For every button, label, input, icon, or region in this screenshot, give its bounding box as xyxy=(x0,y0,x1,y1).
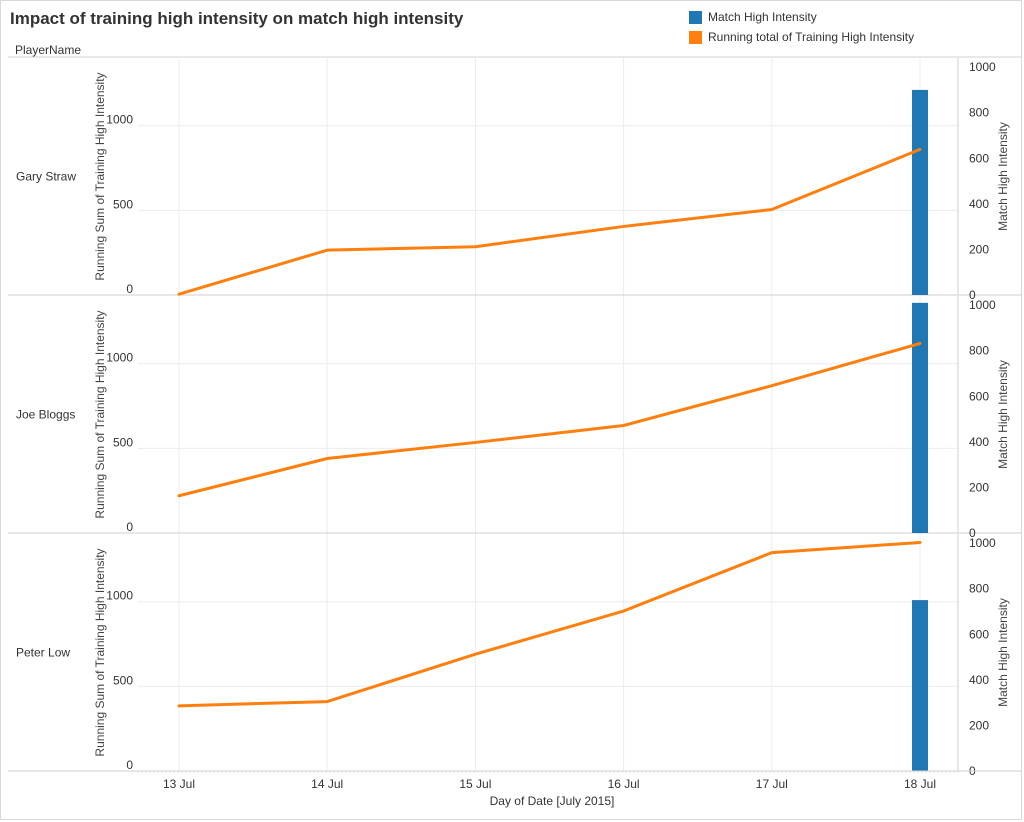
y-left-tick-label: 1000 xyxy=(106,589,133,603)
legend-item-match[interactable]: Match High Intensity xyxy=(689,10,914,24)
y-right-tick-label: 400 xyxy=(969,197,989,211)
y-right-tick-label: 800 xyxy=(969,582,989,596)
training-running-total-line xyxy=(177,540,922,708)
y-left-tick-label: 500 xyxy=(113,435,133,449)
y-right-tick-label: 0 xyxy=(969,526,976,540)
y-right-tick-label: 1000 xyxy=(969,60,996,74)
x-axis-title: Day of Date [July 2015] xyxy=(489,794,615,808)
row-header-playername: PlayerName xyxy=(15,43,82,57)
player-label: Peter Low xyxy=(16,646,70,660)
y-right-tick-label: 1000 xyxy=(969,298,996,312)
legend-swatch-match xyxy=(689,10,702,24)
y-right-tick-label: 800 xyxy=(969,106,989,120)
y-left-tick-label: 500 xyxy=(113,673,133,687)
y-right-tick-label: 200 xyxy=(969,718,989,732)
match-bar xyxy=(912,600,928,771)
y-right-tick-label: 400 xyxy=(969,673,989,687)
y-left-tick-label: 0 xyxy=(126,520,133,534)
y-right-axis-title: Match High Intensity xyxy=(996,360,1010,469)
y-left-axis-title: Running Sum of Training High Intensity xyxy=(93,548,107,756)
y-left-tick-label: 0 xyxy=(126,282,133,296)
y-right-tick-label: 800 xyxy=(969,344,989,358)
y-left-tick-label: 1000 xyxy=(106,351,133,365)
y-right-tick-label: 0 xyxy=(969,288,976,302)
legend[interactable]: Match High Intensity Running total of Tr… xyxy=(689,10,914,50)
x-tick-label: 15 Jul xyxy=(459,777,491,791)
y-right-tick-label: 200 xyxy=(969,242,989,256)
y-left-axis-title: Running Sum of Training High Intensity xyxy=(93,72,107,280)
y-right-tick-label: 600 xyxy=(969,151,989,165)
y-right-tick-label: 1000 xyxy=(969,536,996,550)
chart-title: Impact of training high intensity on mat… xyxy=(10,9,464,28)
player-label: Joe Bloggs xyxy=(16,408,75,422)
y-left-tick-label: 0 xyxy=(126,758,133,772)
training-running-total-line xyxy=(177,147,922,296)
training-running-total-line xyxy=(177,341,922,498)
legend-label-match: Match High Intensity xyxy=(708,10,817,24)
legend-label-training: Running total of Training High Intensity xyxy=(708,30,915,44)
y-right-tick-label: 400 xyxy=(969,435,989,449)
match-bar xyxy=(912,302,928,533)
y-left-tick-label: 500 xyxy=(113,197,133,211)
x-tick-label: 16 Jul xyxy=(608,777,640,791)
y-right-axis-title: Match High Intensity xyxy=(996,122,1010,231)
x-tick-label: 18 Jul xyxy=(904,777,936,791)
legend-item-training[interactable]: Running total of Training High Intensity xyxy=(689,30,914,44)
x-tick-label: 17 Jul xyxy=(756,777,788,791)
y-right-tick-label: 600 xyxy=(969,627,989,641)
player-label: Gary Straw xyxy=(16,170,76,184)
match-bar xyxy=(912,89,928,296)
y-left-tick-label: 1000 xyxy=(106,113,133,127)
y-left-axis-title: Running Sum of Training High Intensity xyxy=(93,310,107,518)
y-right-tick-label: 600 xyxy=(969,389,989,403)
x-tick-label: 13 Jul xyxy=(163,777,195,791)
y-right-axis-title: Match High Intensity xyxy=(996,598,1010,707)
legend-swatch-training xyxy=(689,30,702,44)
y-right-tick-label: 200 xyxy=(969,480,989,494)
x-tick-label: 14 Jul xyxy=(311,777,343,791)
